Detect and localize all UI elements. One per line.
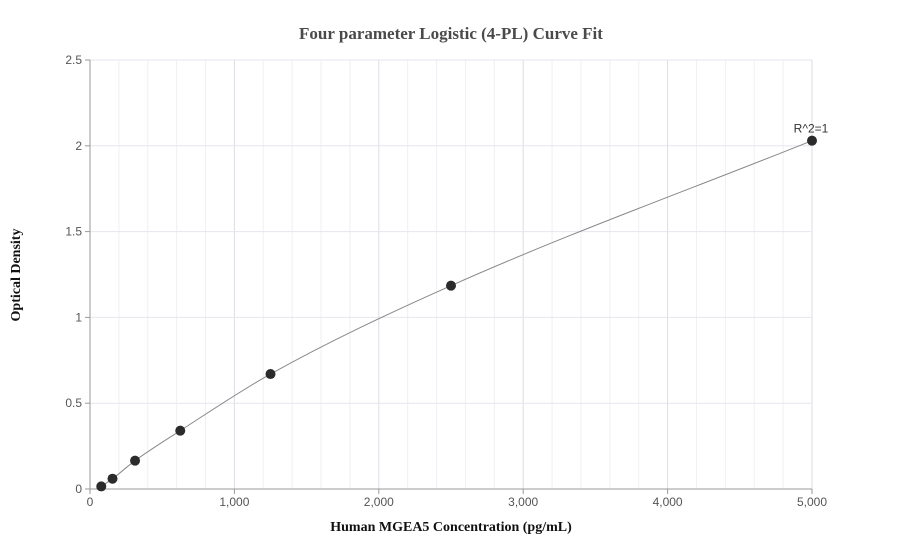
- chart-title: Four parameter Logistic (4-PL) Curve Fit: [299, 24, 603, 43]
- x-axis-title: Human MGEA5 Concentration (pg/mL): [330, 520, 572, 535]
- r-squared-annotation: R^2=1: [794, 122, 829, 136]
- y-tick-label: 2.5: [65, 53, 82, 67]
- x-tick-label: 4,000: [653, 495, 683, 509]
- x-tick-label: 5,000: [797, 495, 827, 509]
- y-tick-label: 1.5: [65, 225, 82, 239]
- data-points: [96, 135, 817, 492]
- x-tick-label: 3,000: [508, 495, 538, 509]
- y-tick-label: 0.5: [65, 396, 82, 410]
- x-tick-label: 0: [87, 495, 94, 509]
- fit-curve: [100, 140, 813, 487]
- tick-labels: 0 1,000 2,000 3,000 4,000 5,000 0 0.5 1 1.5 2 2.5: [65, 53, 827, 509]
- data-point: [130, 455, 141, 466]
- data-point: [96, 481, 107, 492]
- grid: [90, 59, 813, 489]
- data-point: [807, 135, 817, 146]
- axes: [85, 59, 813, 494]
- data-point: [446, 280, 456, 291]
- data-point: [107, 473, 118, 484]
- y-tick-label: 2: [75, 139, 82, 153]
- x-tick-label: 1,000: [219, 495, 249, 509]
- y-axis-title: Optical Density: [9, 229, 24, 322]
- y-tick-label: 1: [75, 310, 82, 324]
- data-point: [265, 369, 276, 380]
- y-tick-label: 0: [75, 482, 82, 496]
- x-tick-label: 2,000: [364, 495, 394, 509]
- data-point: [175, 425, 186, 436]
